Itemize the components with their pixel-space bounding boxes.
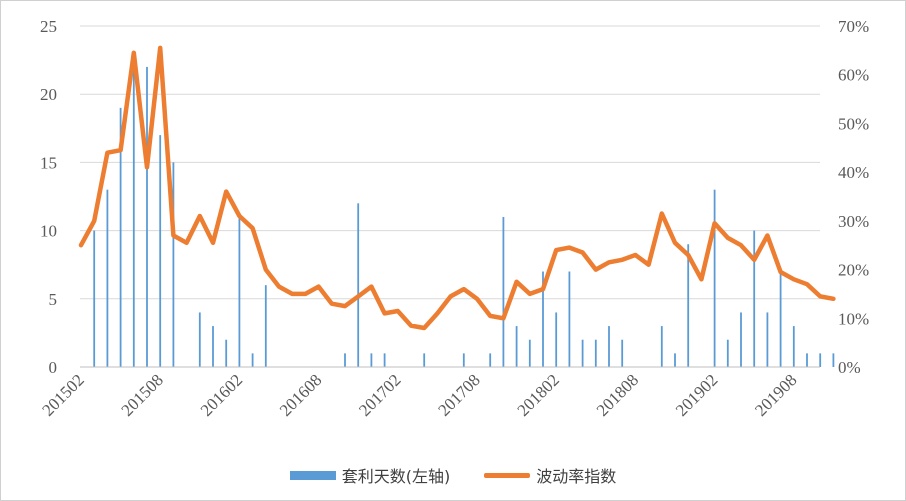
bar [106,189,109,367]
bar [581,339,584,367]
bar [555,312,558,367]
bar [621,339,624,367]
bar [238,216,241,367]
x-axis-tick-label: 201802 [514,370,563,419]
right-axis-tick-label: 20% [838,261,869,280]
bar [726,339,729,367]
bar [119,107,122,367]
right-axis-tick-label: 40% [838,163,869,182]
left-axis-tick-label: 5 [49,290,58,309]
left-axis-tick-label: 25 [40,17,57,36]
x-axis-tick-label: 201508 [118,370,167,419]
x-axis-tick-label: 201808 [593,370,642,419]
x-axis-tick-label: 201602 [197,370,246,419]
bar [212,326,214,367]
bar [198,312,201,367]
bar [528,339,531,367]
bar [779,271,782,367]
bar [172,162,175,367]
bar [489,353,492,367]
bar [792,326,795,367]
legend-swatch-bars [289,470,336,480]
bar [264,285,267,367]
bar [608,326,610,367]
x-axis-tick-label: 201708 [434,370,483,419]
bar [687,244,690,367]
bar [766,312,769,367]
bar [753,230,756,367]
left-axis-tick-label: 10 [40,222,57,241]
bar [502,216,505,367]
bar [515,326,518,367]
bar [251,353,254,367]
bar [370,353,373,367]
bar [357,203,360,367]
legend-label-line: 波动率指数 [536,467,617,486]
line-series [78,45,836,331]
x-axis-tick-label: 201608 [276,370,325,419]
left-axis-tick-label: 15 [40,153,57,172]
x-axis-tick-label: 201702 [355,370,404,419]
bar [383,353,386,367]
legend-label-bars: 套利天数(左轴) [341,467,451,486]
legend-item-line: 波动率指数 [484,463,616,487]
bar [132,66,135,368]
bar [594,339,597,367]
bar [462,353,465,367]
bar [542,271,544,367]
bar-series [93,66,835,368]
bar [159,135,162,367]
bar [819,353,822,367]
bar [806,353,808,367]
right-axis-tick-label: 10% [838,309,869,328]
bar [832,353,835,367]
gridlines [80,25,820,300]
left-axis-tick-label: 0 [49,358,58,377]
x-axis-tick-label: 201902 [672,370,721,419]
right-axis-tick-label: 60% [838,66,869,85]
legend-item-bars: 套利天数(左轴) [289,463,451,487]
x-axis-tick-label: 201908 [751,370,800,419]
right-axis-tick-label: 0% [838,358,861,377]
bar [660,326,663,367]
bar [568,271,571,367]
right-axis-tick-label: 70% [838,17,869,36]
x-axis-tick-label: 201502 [38,370,87,419]
legend: 套利天数(左轴) 波动率指数 [0,462,906,488]
bar [344,353,346,367]
left-axis-tick-label: 20 [40,85,57,104]
bar [225,339,228,367]
bar [740,312,742,367]
right-axis-tick-label: 30% [838,212,869,231]
bar [713,189,716,367]
bar [146,66,148,368]
bar [93,230,96,367]
volatility-line [78,45,836,331]
right-axis-tick-label: 50% [838,114,869,133]
legend-swatch-line [484,472,531,478]
bar [423,353,426,367]
bar [674,353,676,367]
